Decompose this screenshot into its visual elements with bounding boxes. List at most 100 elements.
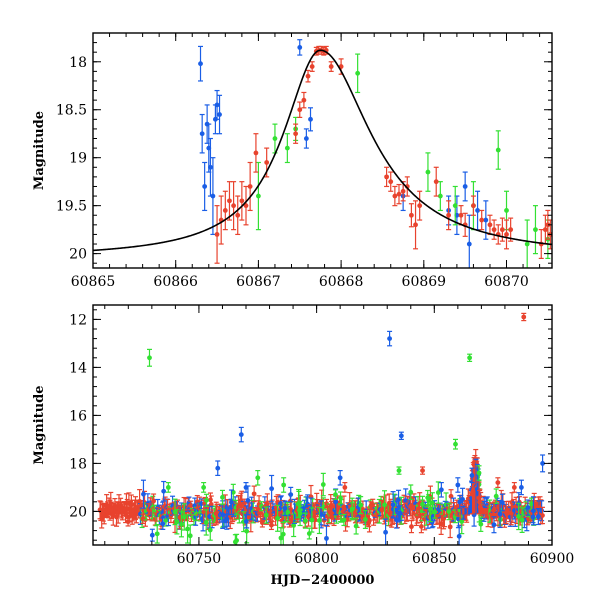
bottom-series-point	[255, 470, 261, 486]
bottom-series-point	[238, 426, 244, 443]
bottom-light-curve-point	[338, 491, 344, 505]
bottom-light-curve-point	[323, 524, 329, 545]
top-x-tick-label: 60865	[71, 274, 116, 290]
bottom-light-curve-point	[275, 504, 281, 532]
top-model-curve-layer	[93, 49, 552, 252]
bottom-light-curve-point	[178, 511, 184, 538]
light-curve-full-panel: 60750 60800 60850 60900 12 14 16 18 20 Magnitude H…	[32, 304, 574, 588]
bottom-series-point	[452, 438, 458, 450]
bottom-y-tick-label: 14	[69, 360, 87, 376]
top-series-point	[452, 185, 458, 226]
bottom-light-curve-point	[203, 509, 209, 536]
bottom-light-curve-point	[174, 509, 180, 535]
bottom-x-axis-title: HJD−2400000	[271, 573, 375, 588]
bottom-light-curve-point	[539, 506, 545, 525]
top-data-points	[198, 39, 552, 268]
bottom-light-curve-point	[519, 507, 525, 533]
bottom-light-curve-point	[349, 497, 355, 521]
bottom-light-curve-point	[535, 507, 541, 526]
bottom-light-curve-point	[497, 499, 503, 529]
bottom-light-curve-point	[525, 499, 531, 516]
bottom-light-curve-point	[309, 507, 315, 533]
top-series-point	[417, 190, 423, 221]
top-series-point	[437, 181, 443, 212]
bottom-series-point	[455, 477, 461, 493]
bottom-light-curve-point	[516, 502, 522, 531]
top-series-point	[284, 133, 290, 164]
bottom-light-curve-point	[187, 524, 193, 545]
top-series-point	[413, 200, 419, 250]
bottom-light-curve-point	[251, 485, 257, 503]
bottom-light-curve-point	[427, 496, 433, 523]
bottom-series-point	[215, 460, 221, 476]
top-x-tick-label: 60869	[402, 274, 447, 290]
bottom-light-curve-point	[446, 502, 452, 521]
bottom-y-tick-label: 12	[69, 312, 87, 328]
bottom-series-point	[387, 330, 393, 347]
top-series-point	[198, 45, 204, 82]
bottom-light-curve-point	[320, 472, 326, 497]
bottom-light-curve-point	[285, 502, 291, 523]
top-series-point	[214, 205, 220, 264]
top-plot-frame	[92, 32, 553, 269]
top-series-point	[217, 94, 223, 135]
bottom-light-curve-point	[397, 505, 403, 522]
bottom-light-curve-point	[268, 520, 274, 531]
bottom-x-tick-label: 60800	[294, 551, 339, 567]
bottom-y-tick-label: 20	[69, 504, 87, 520]
bottom-light-curve-point	[499, 493, 505, 512]
bottom-light-curve-point	[161, 480, 167, 502]
bottom-series-point	[540, 454, 546, 473]
top-series-point	[388, 171, 394, 192]
bottom-series-point	[342, 482, 348, 493]
top-series-point	[297, 39, 303, 56]
bottom-light-curve-point	[219, 489, 225, 505]
bottom-light-curve-point	[296, 490, 302, 518]
bottom-light-curve-point	[140, 479, 146, 509]
bottom-light-curve-point	[263, 506, 269, 524]
bottom-series-point	[420, 466, 426, 475]
bottom-series-point	[396, 466, 402, 475]
bottom-light-curve-point	[224, 508, 230, 530]
top-y-axis-title: Magnitude	[32, 111, 47, 190]
top-series-point	[218, 195, 224, 245]
top-series-point	[425, 152, 431, 192]
top-series-point	[495, 130, 501, 170]
top-series-point	[253, 133, 259, 173]
top-series-point	[309, 61, 315, 72]
bottom-light-curve-point	[207, 519, 213, 541]
bottom-light-curve-point	[362, 509, 368, 529]
top-series-point	[433, 166, 439, 197]
bottom-light-curve-point	[383, 518, 389, 545]
bottom-light-curve-point	[493, 488, 499, 504]
bottom-light-curve-point	[432, 505, 438, 519]
bottom-data-points	[97, 312, 546, 545]
top-series-point	[202, 161, 208, 212]
top-y-tick-label: 18.5	[56, 103, 87, 119]
bottom-light-curve-point	[149, 528, 155, 542]
top-series-point	[301, 91, 307, 109]
top-series-point	[308, 107, 314, 132]
top-y-tick-label: 19.5	[56, 199, 87, 215]
bottom-light-curve-point	[316, 506, 322, 535]
bottom-axes: 60750 60800 60850 60900 12 14 16 18 20 Magnitude H…	[32, 304, 574, 588]
bottom-x-tick-label: 60850	[412, 551, 457, 567]
bottom-light-curve-point	[457, 495, 463, 509]
bottom-series-point	[165, 482, 171, 493]
top-series-point	[235, 195, 241, 236]
light-curve-zoom-panel: 60865 60866 60867 60868 60869 60870 18 18.5 19 19…	[32, 32, 553, 290]
bottom-series-point	[408, 484, 414, 500]
top-series-point	[532, 205, 538, 255]
bottom-light-curve-point	[396, 489, 402, 510]
top-x-tick-label: 60868	[319, 274, 364, 290]
bottom-light-curve-point	[228, 489, 234, 516]
bottom-light-curve-point	[302, 512, 308, 529]
bottom-light-curve-point	[341, 513, 347, 527]
top-x-tick-label: 60867	[236, 274, 281, 290]
bottom-light-curve-point	[435, 481, 441, 504]
bottom-series-point	[337, 470, 343, 486]
top-y-tick-label: 20	[69, 247, 87, 263]
bottom-light-curve-point	[154, 524, 160, 544]
bottom-series-point	[469, 467, 475, 484]
top-series-point	[487, 214, 493, 236]
